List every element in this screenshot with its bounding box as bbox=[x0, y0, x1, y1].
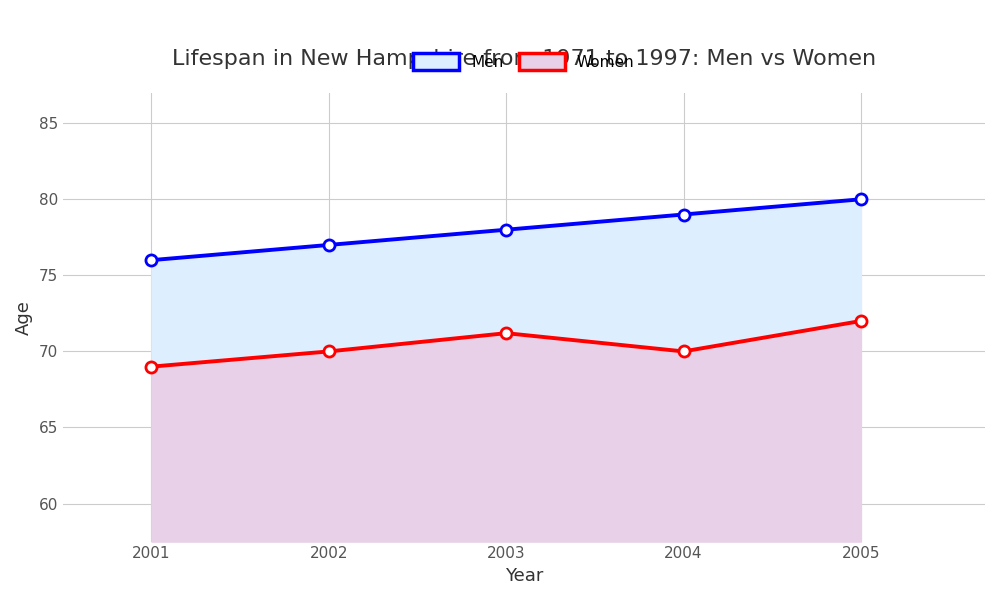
Line: Men: Men bbox=[146, 194, 866, 266]
X-axis label: Year: Year bbox=[505, 567, 543, 585]
Women bbox=[145, 363, 157, 370]
Men bbox=[323, 241, 335, 248]
Y-axis label: Age: Age bbox=[15, 300, 33, 335]
Legend: Men, Women: Men, Women bbox=[407, 47, 641, 76]
Men bbox=[855, 196, 867, 203]
Women bbox=[678, 348, 690, 355]
Title: Lifespan in New Hampshire from 1971 to 1997: Men vs Women: Lifespan in New Hampshire from 1971 to 1… bbox=[172, 49, 876, 69]
Women bbox=[500, 329, 512, 337]
Line: Women: Women bbox=[146, 316, 866, 372]
Women bbox=[323, 348, 335, 355]
Men bbox=[145, 257, 157, 264]
Men bbox=[678, 211, 690, 218]
Women bbox=[855, 317, 867, 325]
Men bbox=[500, 226, 512, 233]
